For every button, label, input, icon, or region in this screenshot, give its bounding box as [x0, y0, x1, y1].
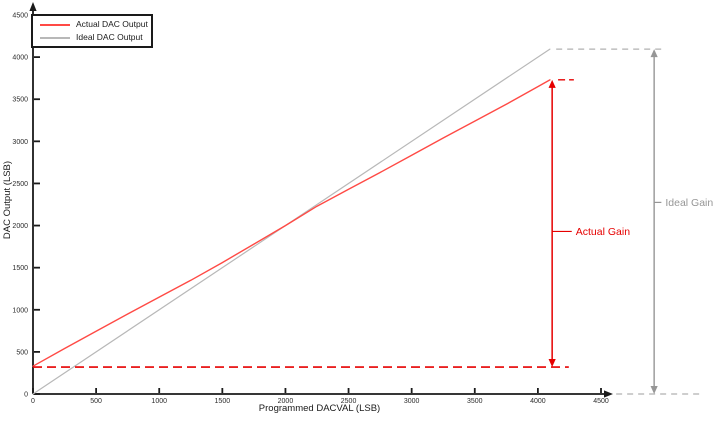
actual-dac-output-line	[32, 79, 551, 367]
y-tick-label: 2000	[12, 223, 28, 230]
actual-gain-arrow-bottom-arrowhead-icon	[548, 359, 556, 368]
actual-gain-arrow-top-arrowhead-icon	[548, 79, 556, 88]
x-axis-arrowhead-icon	[604, 390, 613, 398]
x-tick-label: 3000	[404, 398, 420, 405]
x-tick-label: 1500	[215, 398, 231, 405]
y-tick-label: 3000	[12, 139, 28, 146]
ideal-gain-arrow-label: Ideal Gain	[665, 197, 713, 209]
ideal-gain-arrow-top-arrowhead-icon	[650, 49, 658, 58]
y-tick-label: 1500	[12, 265, 28, 272]
ideal-line-swatch-icon	[40, 36, 70, 39]
y-axis-title: DAC Output (LSB)	[2, 160, 13, 240]
y-tick-label: 2500	[12, 181, 28, 188]
legend-label-actual: Actual DAC Output	[76, 19, 148, 30]
x-tick-label: 0	[31, 398, 35, 405]
y-axis-arrowhead-icon	[29, 2, 37, 11]
actual-line-swatch-icon	[40, 23, 70, 26]
chart-legend: Actual DAC Output Ideal DAC Output	[31, 14, 153, 48]
ideal-gain-arrow-bottom-arrowhead-icon	[650, 386, 658, 394]
x-tick-label: 3500	[467, 398, 483, 405]
y-tick-label: 500	[16, 349, 28, 356]
x-tick-label: 1000	[151, 398, 167, 405]
legend-label-ideal: Ideal DAC Output	[76, 32, 143, 43]
legend-item-actual: Actual DAC Output	[40, 19, 151, 30]
x-tick-label: 4000	[530, 398, 546, 405]
y-tick-label: 4500	[12, 13, 28, 20]
y-tick-label: 0	[24, 392, 28, 399]
y-tick-label: 4000	[12, 55, 28, 62]
x-tick-label: 2000	[278, 398, 294, 405]
legend-item-ideal: Ideal DAC Output	[40, 32, 151, 43]
y-tick-label: 3500	[12, 97, 28, 104]
x-tick-label: 500	[90, 398, 102, 405]
x-tick-label: 2500	[341, 398, 357, 405]
actual-gain-arrow-label: Actual Gain	[576, 226, 630, 238]
x-tick-label: 4500	[593, 398, 609, 405]
x-axis-title: Programmed DACVAL (LSB)	[258, 403, 381, 414]
y-tick-label: 1000	[12, 307, 28, 314]
